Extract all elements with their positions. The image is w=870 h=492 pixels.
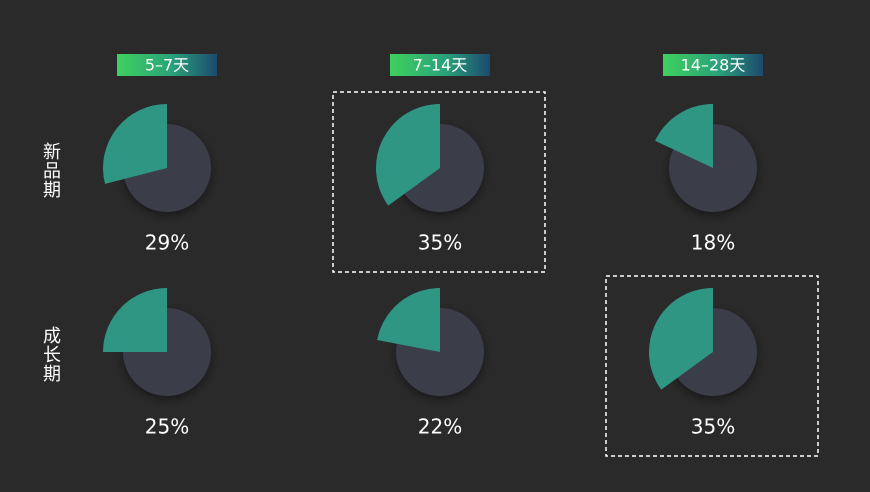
value-label: 35% [418, 231, 462, 255]
header-badge [117, 54, 217, 76]
sector [377, 288, 440, 352]
value-label: 18% [691, 231, 735, 255]
row-label: 新品期 [40, 142, 61, 199]
value-label: 25% [145, 415, 189, 439]
row-label: 成长期 [40, 326, 61, 383]
highlight-box [605, 275, 819, 457]
value-label: 35% [691, 415, 735, 439]
column-header: 5–7天 [145, 56, 189, 75]
sector [103, 104, 167, 184]
highlight-box [332, 91, 546, 273]
sector [103, 288, 167, 352]
sector [376, 104, 440, 206]
column-header: 7–14天 [413, 56, 468, 75]
sector [655, 104, 713, 168]
value-label: 29% [145, 231, 189, 255]
sector [649, 288, 713, 390]
header-badge [390, 54, 490, 76]
header-badge [663, 54, 763, 76]
value-label: 22% [418, 415, 462, 439]
column-header: 14–28天 [681, 56, 746, 75]
